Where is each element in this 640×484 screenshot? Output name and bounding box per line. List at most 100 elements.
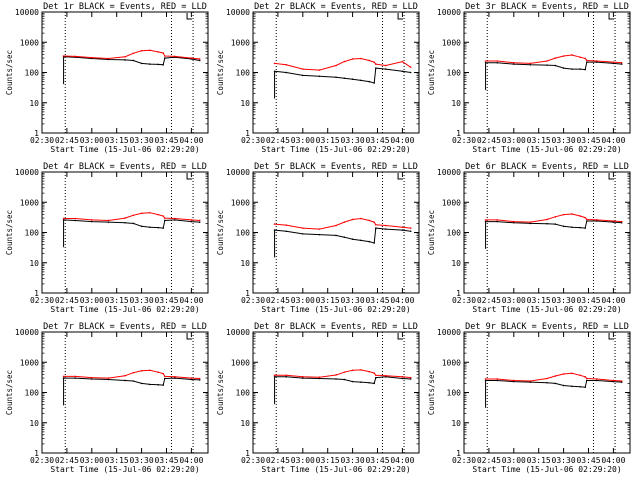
y-tick-label: 10 [29, 99, 39, 108]
data-point-events [132, 222, 135, 225]
y-tick-label: 1 [34, 289, 39, 298]
plot-frame [252, 171, 420, 294]
y-tick-label: 1 [245, 449, 250, 458]
x-tick-label: 02:45 [477, 456, 501, 465]
x-tick-label: 04:00 [179, 456, 203, 465]
data-point-events [124, 59, 126, 61]
data-point-lld [132, 214, 135, 217]
data-point-events [571, 68, 573, 70]
data-point-lld [373, 221, 375, 223]
data-point-lld [174, 55, 176, 58]
data-point-lld [74, 375, 76, 378]
data-point-lld [285, 63, 288, 66]
data-point-lld [360, 57, 362, 60]
data-point-events [335, 234, 337, 237]
data-point-lld [409, 66, 412, 68]
x-tick-label: 02:30 [452, 456, 476, 465]
data-point-events [513, 380, 515, 383]
data-point-lld [584, 376, 586, 378]
data-point-lld [198, 219, 201, 222]
panel-7: Det 7r BLACK = Events, RED = LLD 1 10 100 10… [5, 322, 209, 474]
y-tick-label: 1000 [231, 358, 250, 367]
data-point-events [529, 222, 532, 225]
x-tick-label: 03:30 [341, 296, 365, 305]
data-point-events [554, 223, 557, 225]
bracket-mark [186, 13, 193, 20]
data-point-lld [385, 374, 387, 377]
data-point-events [360, 239, 362, 242]
data-point-lld [157, 213, 159, 216]
data-point-events [91, 378, 93, 380]
panel-5: Det 5r BLACK = Events, RED = LLD 1 10 100 10… [216, 162, 420, 314]
data-point-events [409, 71, 412, 74]
series-line-events [274, 67, 411, 84]
x-tick-label: 02:30 [452, 136, 476, 145]
data-point-lld [164, 55, 166, 57]
data-point-events [385, 228, 387, 230]
data-point-events [620, 381, 623, 383]
data-point-events [586, 379, 588, 382]
x-tick-label: 03:30 [130, 456, 154, 465]
data-point-events [335, 76, 337, 78]
x-tick-label: 04:00 [601, 136, 625, 145]
data-point-lld [375, 374, 377, 377]
data-point-events [198, 379, 201, 381]
y-tick-label: 100 [25, 229, 40, 238]
data-point-lld [484, 60, 487, 62]
panel-8: Det 8r BLACK = Events, RED = LLD 1 10 100 10… [216, 322, 420, 474]
data-point-lld [409, 227, 412, 229]
data-point-lld [162, 215, 164, 217]
panel-1: Det 1r BLACK = Events, RED = LLD 1 10 100 10… [5, 2, 209, 154]
x-tick-label: 03:45 [576, 296, 600, 305]
x-tick-label: 02:30 [30, 456, 54, 465]
data-point-events [285, 71, 288, 74]
data-point-lld [513, 220, 515, 223]
data-point-events [140, 62, 143, 65]
data-point-events [107, 221, 110, 223]
data-point-events [401, 229, 404, 231]
series-line-events [274, 376, 411, 384]
x-tick-label: 02:45 [55, 136, 79, 145]
data-point-lld [571, 372, 573, 375]
y-axis-label: Counts/sec [5, 50, 14, 95]
x-tick-label: 03:30 [341, 136, 365, 145]
y-tick-label: 100 [236, 389, 251, 398]
data-point-events [584, 386, 586, 388]
x-axis-label: Start Time (15-Jul-06 02:29:20) [261, 305, 410, 314]
x-tick-label: 02:45 [266, 456, 290, 465]
data-point-lld [484, 219, 487, 221]
data-point-lld [91, 219, 93, 221]
y-tick-label: 10000 [226, 8, 250, 17]
data-point-events [198, 59, 201, 62]
data-point-lld [596, 378, 598, 380]
x-axis-label: Start Time (15-Jul-06 02:29:20) [472, 145, 621, 154]
plot-frame [463, 171, 631, 294]
x-tick-label: 02:45 [477, 296, 501, 305]
x-tick-label: 02:45 [477, 136, 501, 145]
y-tick-label: 10 [29, 259, 39, 268]
data-point-lld [496, 60, 499, 62]
panel-title: Det 8r BLACK = Events, RED = LLD [254, 322, 418, 332]
data-point-events [190, 220, 193, 223]
y-axis-label: Counts/sec [5, 370, 14, 415]
x-tick-label: 03:30 [552, 136, 576, 145]
x-axis-label: Start Time (15-Jul-06 02:29:20) [472, 305, 621, 314]
data-point-events [343, 378, 346, 381]
x-tick-label: 03:45 [154, 136, 178, 145]
series-line-events [63, 377, 200, 386]
y-tick-label: 10000 [15, 8, 39, 17]
data-point-lld [343, 60, 346, 63]
data-point-events [360, 79, 362, 82]
y-tick-label: 10000 [15, 328, 39, 337]
data-point-events [157, 63, 159, 66]
series-line-events [485, 380, 622, 388]
data-point-events [546, 381, 548, 384]
bracket-mark [186, 173, 193, 180]
y-tick-label: 100 [447, 69, 462, 78]
x-tick-label: 03:30 [552, 296, 576, 305]
data-point-events [612, 221, 615, 223]
data-point-lld [149, 211, 151, 214]
x-tick-label: 03:00 [502, 136, 526, 145]
x-tick-label: 03:15 [105, 456, 129, 465]
data-point-lld [529, 62, 532, 65]
